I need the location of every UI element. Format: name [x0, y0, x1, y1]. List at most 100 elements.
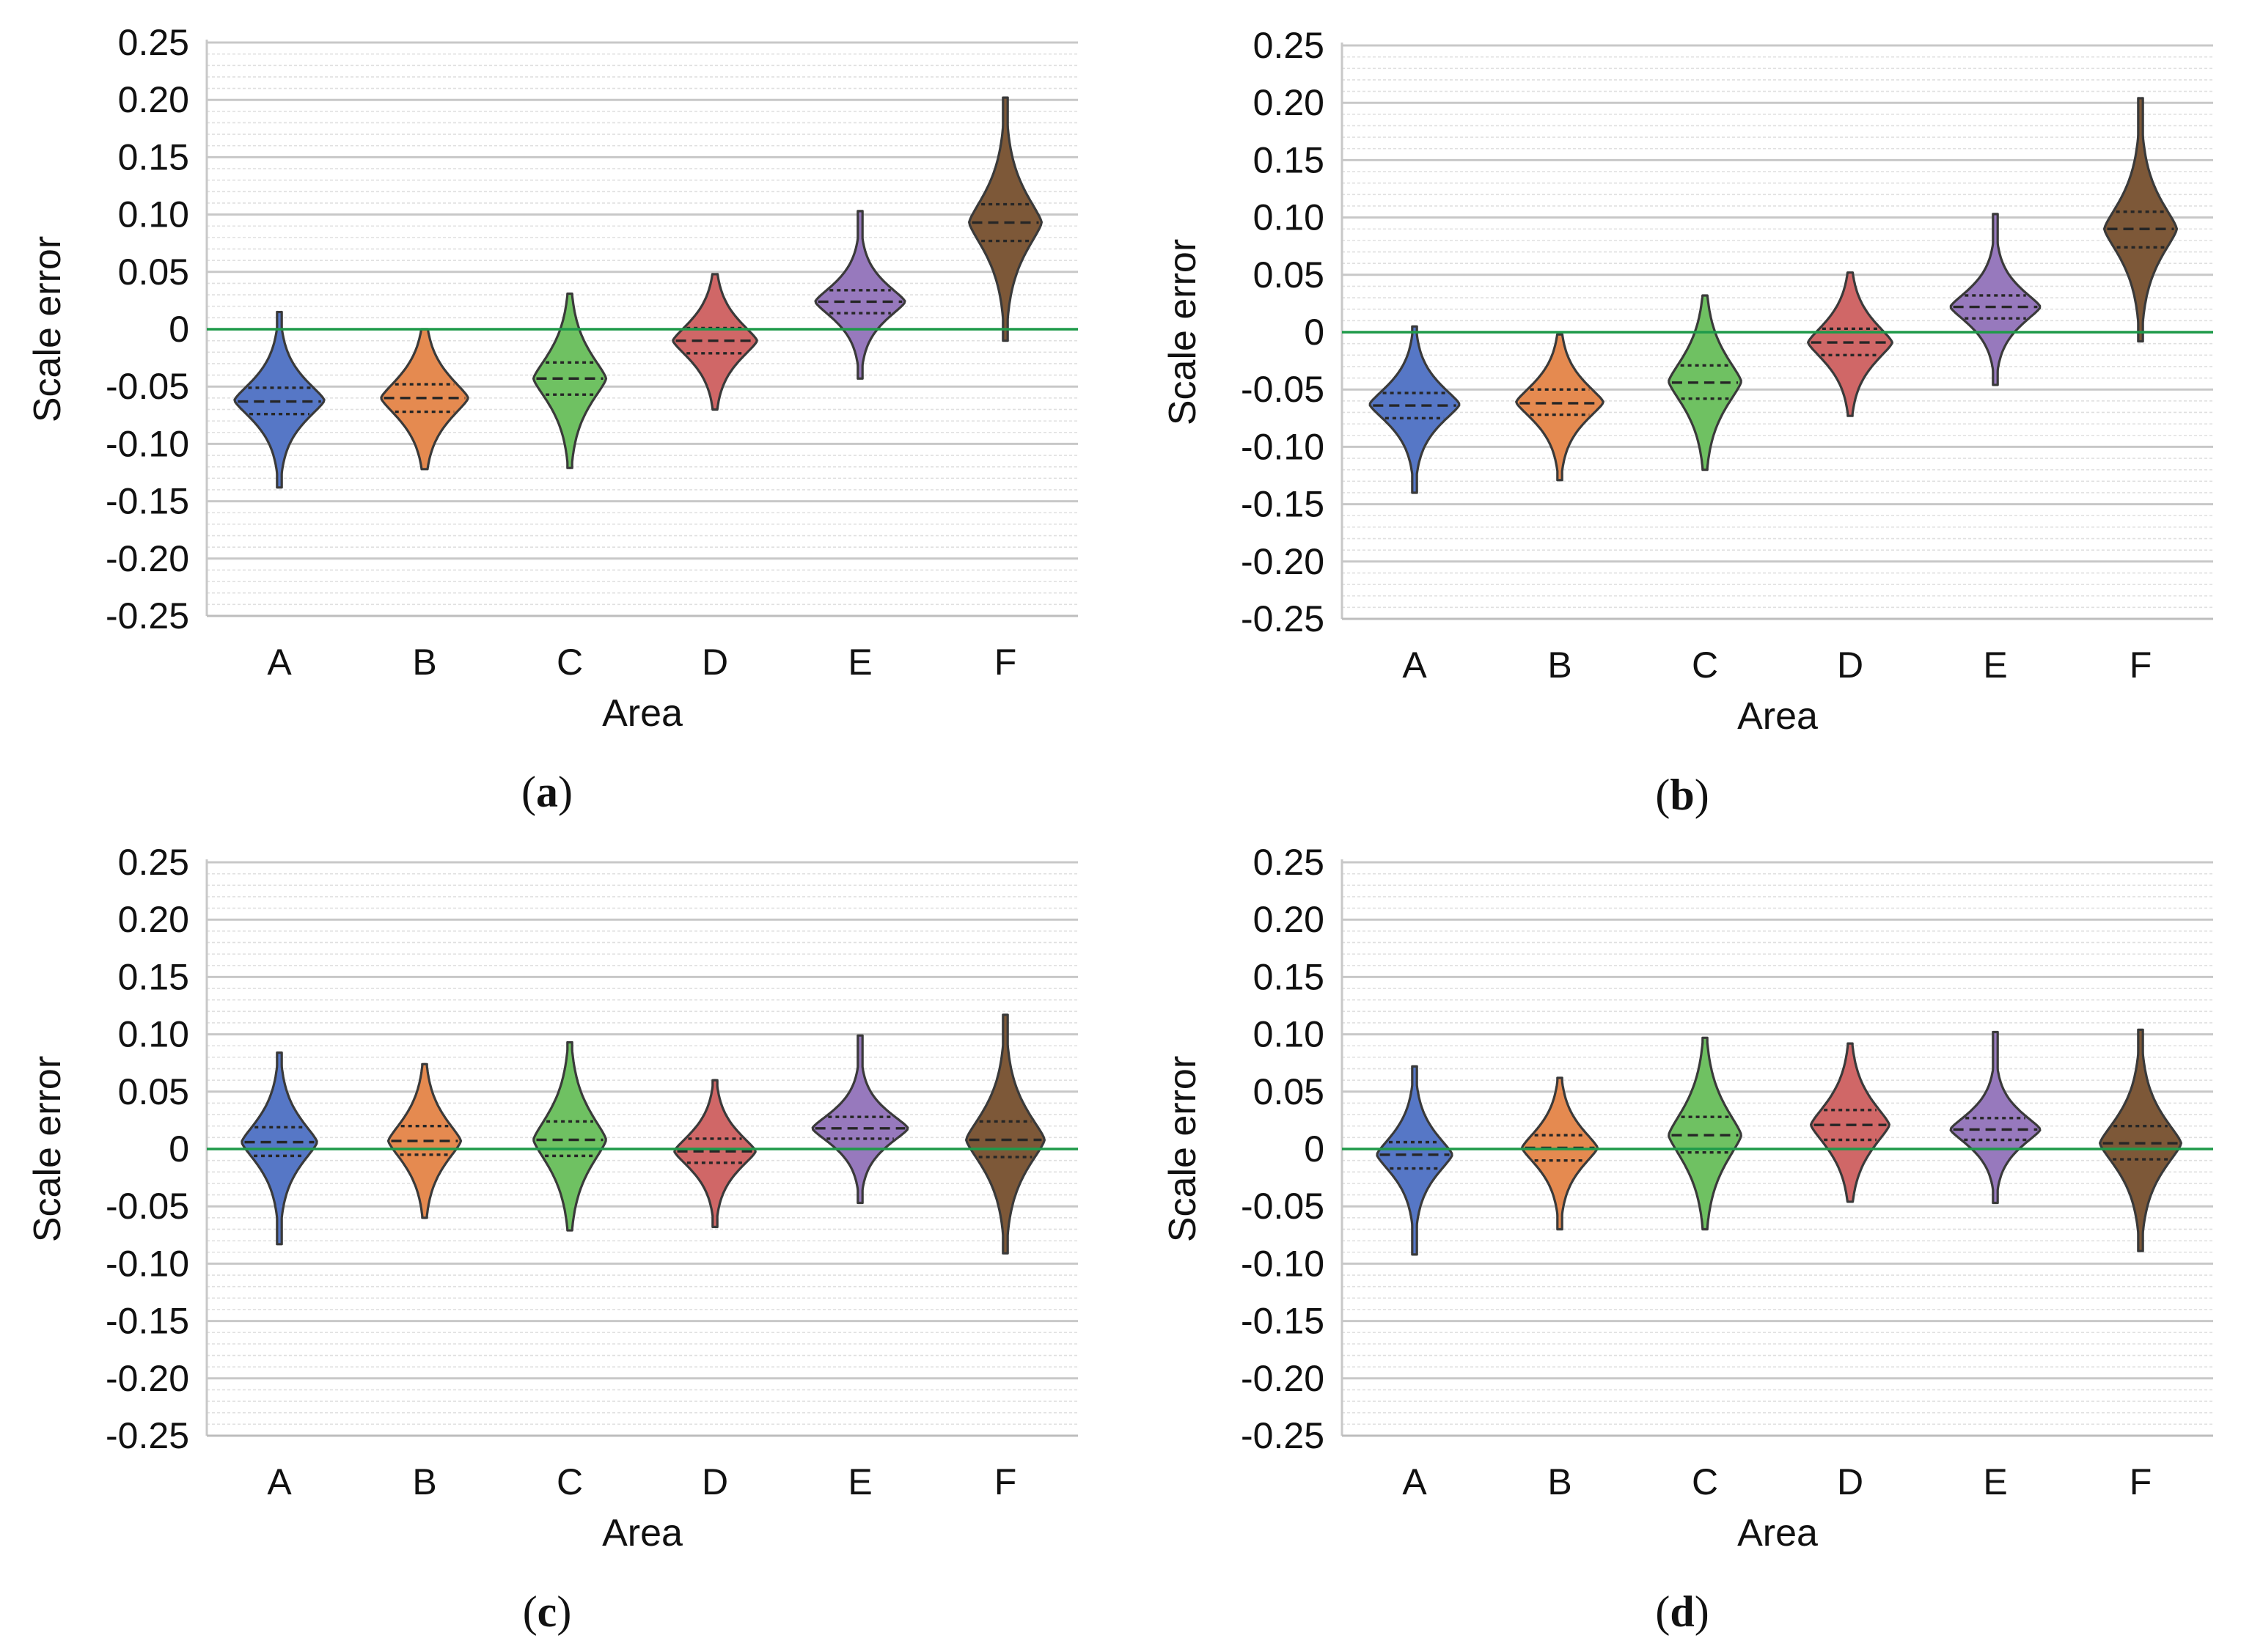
y-tick-label: -0.25 [1241, 598, 1324, 639]
y-tick-label: 0.25 [1253, 842, 1324, 883]
chart-panel-a: -0.25 -0.20 -0.15 -0.10 -0.05 0 0.05 0.10 0.15 0.… [26, 22, 1078, 816]
x-tick-label: B [1547, 645, 1571, 686]
x-tick-label: A [1402, 645, 1427, 686]
violin-F [2099, 1028, 2182, 1252]
y-tick-label: -0.10 [106, 423, 189, 464]
x-tick-label: C [557, 642, 583, 683]
y-tick-label: -0.20 [106, 538, 189, 579]
violin-E [1949, 213, 2042, 386]
y-tick-label: -0.05 [106, 366, 189, 407]
y-tick-label: 0.20 [1253, 82, 1324, 123]
y-tick-label: -0.20 [106, 1358, 189, 1399]
violin-A [1368, 325, 1461, 494]
violin-A [233, 310, 326, 489]
y-tick-label: -0.20 [1241, 1358, 1324, 1399]
x-tick-label: C [1692, 1461, 1718, 1502]
y-axis-label: Scale error [26, 1056, 69, 1242]
x-tick-label: A [1402, 1461, 1427, 1502]
x-tick-label: D [1837, 645, 1863, 686]
y-tick-label: 0.25 [118, 22, 189, 63]
y-tick-label: 0.15 [118, 956, 189, 997]
x-tick-label: D [1837, 1461, 1863, 1502]
y-axis-label: Scale error [1162, 239, 1204, 425]
violin-D [673, 1079, 757, 1228]
y-tick-label: -0.25 [106, 595, 189, 636]
x-axis-label: Area [602, 1512, 683, 1554]
violin-F [965, 1013, 1046, 1255]
y-tick-label: 0 [169, 1128, 189, 1170]
y-tick-label: 0.20 [118, 899, 189, 940]
violin-F [968, 96, 1043, 342]
y-tick-label: 0.10 [1253, 1014, 1324, 1055]
y-tick-label: -0.15 [106, 1301, 189, 1342]
violin-D [1810, 1042, 1890, 1203]
x-tick-label: D [702, 1461, 728, 1502]
y-tick-label: -0.10 [1241, 1243, 1324, 1284]
chart-panel-d: -0.25 -0.20 -0.15 -0.10 -0.05 0 0.05 0.10 0.15 0.… [1162, 842, 2213, 1636]
y-tick-label: 0.10 [1253, 197, 1324, 238]
y-tick-label: -0.20 [1241, 541, 1324, 582]
x-tick-label: D [702, 642, 728, 683]
y-tick-label: 0.05 [118, 1071, 189, 1112]
y-tick-label: 0.15 [1253, 956, 1324, 997]
y-tick-label: 0.10 [118, 194, 189, 235]
y-tick-label: -0.15 [1241, 1301, 1324, 1342]
x-tick-label: C [557, 1461, 583, 1502]
y-tick-label: -0.05 [106, 1186, 189, 1227]
y-tick-label: 0.20 [118, 79, 189, 120]
x-tick-label: B [412, 1461, 436, 1502]
x-tick-label: F [994, 1461, 1017, 1502]
y-tick-label: 0.15 [118, 136, 189, 177]
x-tick-label: E [1983, 1461, 2007, 1502]
violin-C [1668, 1036, 1742, 1231]
x-axis-label: Area [602, 692, 683, 735]
y-axis-label: Scale error [1162, 1056, 1204, 1242]
y-tick-label: 0.05 [1253, 254, 1324, 295]
violin-E [811, 1034, 909, 1205]
x-tick-label: E [848, 642, 872, 683]
x-tick-label: E [1983, 645, 2007, 686]
y-tick-label: 0 [169, 309, 189, 350]
violin-B [1520, 1076, 1599, 1231]
x-tick-label: C [1692, 645, 1718, 686]
violin-E [814, 210, 906, 380]
x-tick-label: A [267, 1461, 292, 1502]
x-axis-label: Area [1737, 695, 1818, 738]
y-tick-label: -0.25 [1241, 1415, 1324, 1456]
chart-panel-c: -0.25 -0.20 -0.15 -0.10 -0.05 0 0.05 0.10 0.15 0.… [26, 842, 1078, 1636]
violin-C [532, 1040, 607, 1232]
x-tick-label: E [848, 1461, 872, 1502]
panel-label: (d) [1655, 1587, 1709, 1636]
y-axis-label: Scale error [26, 236, 69, 422]
y-tick-label: -0.05 [1241, 369, 1324, 410]
y-tick-label: 0.20 [1253, 899, 1324, 940]
violin-D [1807, 271, 1893, 417]
y-tick-label: -0.10 [1241, 426, 1324, 467]
y-tick-label: 0.25 [118, 842, 189, 883]
y-tick-label: 0 [1304, 312, 1324, 353]
x-tick-label: F [2130, 645, 2152, 686]
y-tick-label: -0.15 [106, 481, 189, 522]
y-tick-label: 0.10 [118, 1014, 189, 1055]
violin-C [532, 292, 608, 469]
panel-label: (b) [1655, 771, 1709, 819]
y-tick-label: 0.05 [118, 252, 189, 293]
y-tick-label: -0.10 [106, 1243, 189, 1284]
y-tick-label: 0 [1304, 1128, 1324, 1170]
y-tick-label: -0.25 [106, 1415, 189, 1456]
x-tick-label: F [2130, 1461, 2152, 1502]
panel-label: (c) [523, 1587, 572, 1636]
violin-A [1376, 1065, 1453, 1256]
x-tick-label: A [267, 642, 292, 683]
panel-label: (a) [521, 768, 573, 816]
y-tick-label: -0.05 [1241, 1186, 1324, 1227]
y-tick-label: 0.15 [1253, 139, 1324, 180]
y-tick-label: 0.25 [1253, 25, 1324, 66]
x-tick-label: B [412, 642, 436, 683]
x-tick-label: F [994, 642, 1017, 683]
y-tick-label: 0.05 [1253, 1071, 1324, 1112]
x-axis-label: Area [1737, 1512, 1818, 1554]
chart-panel-b: -0.25 -0.20 -0.15 -0.10 -0.05 0 0.05 0.10 0.15 0.… [1162, 25, 2213, 819]
violin-B [1515, 333, 1604, 482]
